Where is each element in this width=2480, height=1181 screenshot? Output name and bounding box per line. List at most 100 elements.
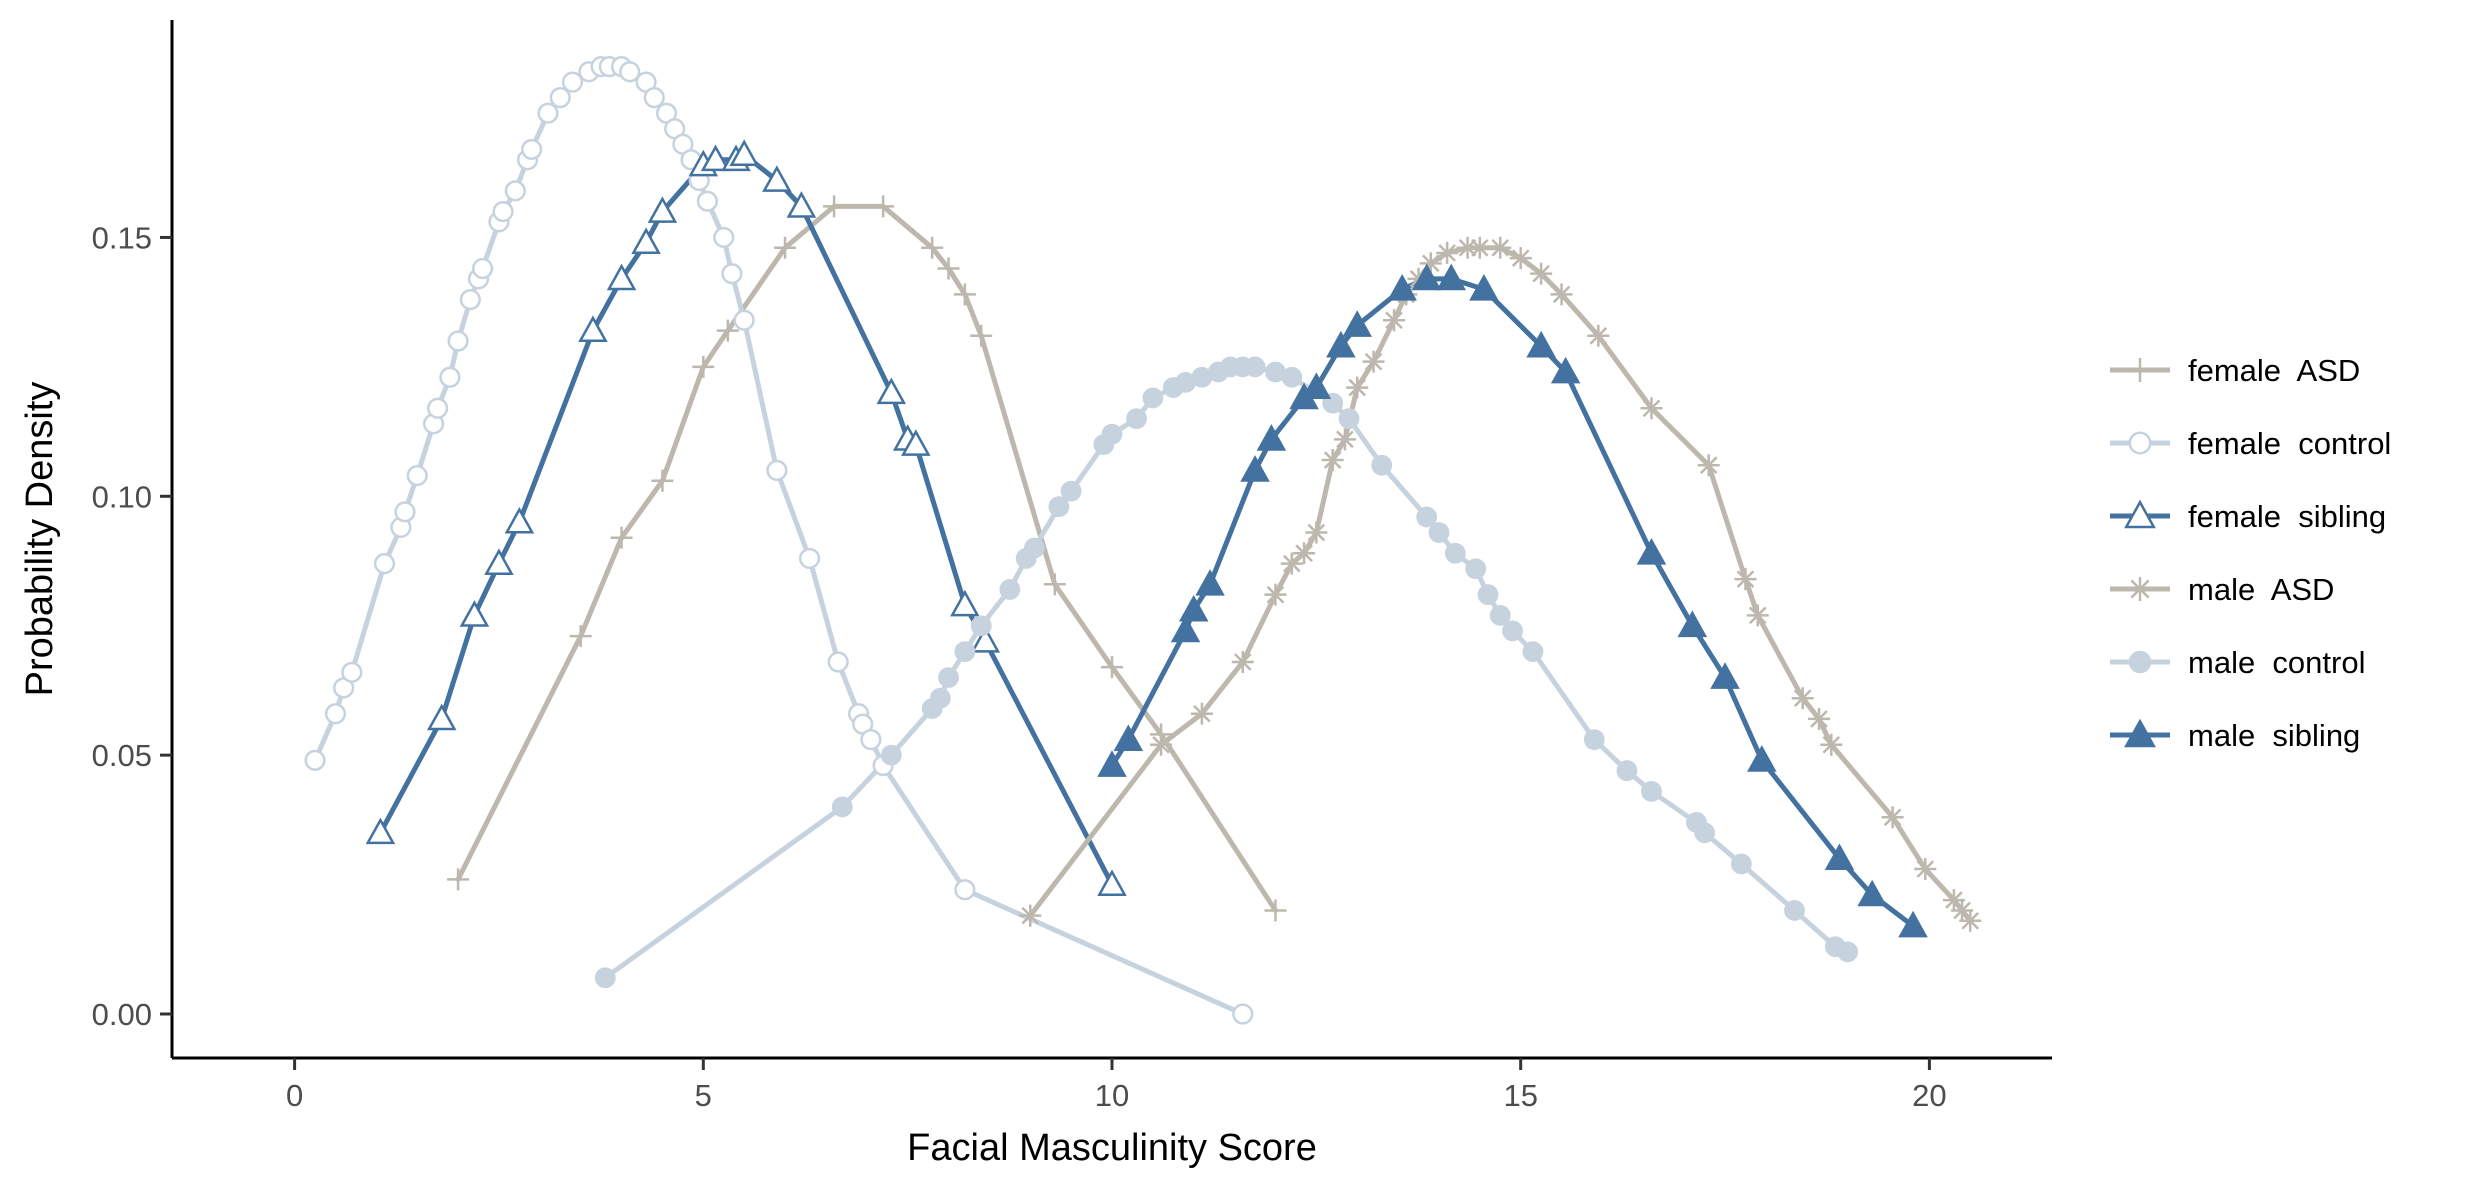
- y-tick-label: 0.05: [92, 738, 152, 773]
- filled-triangle-marker: [1326, 330, 1356, 358]
- open-circle-marker: [537, 102, 559, 124]
- filled-circle-marker: [1060, 480, 1082, 502]
- open-circle-marker: [324, 703, 347, 725]
- plus-marker: [872, 195, 895, 218]
- series-line: [455, 203, 1278, 913]
- filled-circle-marker: [1784, 900, 1805, 921]
- open-triangle-marker: [700, 144, 731, 172]
- open-circle-marker: [459, 288, 481, 311]
- filled-circle-marker: [1338, 408, 1360, 430]
- x-tick-label: 0: [286, 1078, 303, 1113]
- filled-circle-marker: [1730, 853, 1752, 875]
- open-circle-marker: [373, 552, 396, 575]
- star-marker: [1019, 904, 1042, 927]
- star-marker: [1383, 309, 1405, 332]
- y-tick-label: 0.10: [92, 479, 152, 514]
- open-triangle-marker: [1097, 869, 1127, 896]
- plus-marker: [1043, 573, 1066, 596]
- star-marker: [1509, 247, 1532, 270]
- filled-triangle-marker: [1240, 455, 1270, 482]
- legend: female ASD female control female sibling ma…: [2110, 353, 2391, 753]
- y-axis-title: Probability Density: [19, 382, 61, 697]
- open-circle-marker: [394, 501, 416, 523]
- open-triangle-marker: [762, 165, 792, 192]
- filled-triangle-marker: [1677, 610, 1708, 638]
- plus-marker: [970, 324, 993, 347]
- star-marker: [1808, 707, 1831, 730]
- filled-triangle-marker: [1256, 424, 1287, 451]
- open-circle-marker: [492, 200, 514, 223]
- star-marker: [1293, 542, 1316, 565]
- filled-circle-marker: [1477, 584, 1499, 606]
- open-triangle-marker: [2124, 499, 2156, 529]
- plus-marker: [692, 355, 715, 378]
- star-marker: [1280, 552, 1303, 575]
- filled-triangle-marker: [1097, 750, 1127, 777]
- filled-triangle-marker: [1113, 724, 1144, 751]
- plus-marker: [2128, 358, 2152, 382]
- open-triangle-marker: [504, 506, 535, 534]
- open-circle-marker: [713, 226, 735, 249]
- y-tick-label: 0.00: [92, 997, 152, 1032]
- star-marker: [1881, 806, 1904, 829]
- x-tick-label: 5: [695, 1078, 712, 1113]
- open-circle-marker: [472, 257, 494, 280]
- filled-triangle-marker: [1469, 273, 1499, 301]
- filled-triangle-marker: [1342, 310, 1372, 337]
- x-tick-label: 10: [1095, 1078, 1129, 1113]
- open-circle-marker: [619, 61, 641, 83]
- open-circle-marker: [341, 661, 363, 683]
- star-marker: [1951, 899, 1974, 922]
- open-circle-marker: [561, 71, 584, 93]
- plus-marker: [953, 283, 976, 306]
- open-triangle-marker: [729, 139, 759, 166]
- x-axis-ticks: 0 5 10 15 20: [286, 1058, 1947, 1113]
- plus-marker: [651, 469, 674, 492]
- filled-circle-marker: [831, 796, 853, 818]
- star-marker: [1959, 909, 1982, 932]
- plus-marker: [716, 319, 739, 342]
- filled-triangle-marker: [1301, 372, 1332, 399]
- filled-circle-marker: [1126, 408, 1147, 430]
- open-triangle-marker: [647, 196, 678, 223]
- star-marker: [1791, 687, 1814, 710]
- open-triangle-marker: [970, 626, 1001, 653]
- filled-circle-marker: [1583, 729, 1605, 751]
- filled-circle-marker: [1616, 760, 1638, 782]
- plus-marker: [610, 526, 633, 549]
- filled-triangle-marker: [1857, 879, 1887, 907]
- series-line: [602, 364, 1851, 981]
- open-triangle-marker: [459, 600, 490, 627]
- legend-item: female control: [2110, 426, 2391, 461]
- filled-triangle-marker: [1710, 662, 1740, 689]
- open-circle-marker: [696, 190, 718, 212]
- open-triangle-marker: [786, 191, 817, 218]
- legend-label: male sibling: [2188, 718, 2360, 753]
- star-marker: [1264, 583, 1287, 606]
- open-circle-marker: [827, 651, 849, 673]
- plus-marker: [823, 195, 846, 218]
- open-circle-marker: [304, 749, 326, 771]
- x-axis-title: Facial Masculinity Score: [907, 1127, 1317, 1169]
- x-tick-label: 20: [1912, 1078, 1946, 1113]
- star-marker: [1346, 376, 1369, 399]
- legend-item: male control: [2110, 645, 2365, 680]
- filled-circle-marker: [954, 641, 976, 663]
- legend-label: male control: [2188, 645, 2365, 680]
- open-circle-marker: [721, 263, 743, 285]
- star-marker: [1150, 733, 1173, 756]
- filled-circle-marker: [1522, 641, 1544, 663]
- filled-circle-marker: [1048, 496, 1070, 518]
- legend-label: female sibling: [2188, 499, 2386, 534]
- filled-triangle-marker: [1436, 263, 1466, 291]
- open-circle-marker: [447, 330, 469, 352]
- star-marker: [1190, 702, 1213, 725]
- star-marker: [1362, 350, 1385, 373]
- filled-circle-marker: [1416, 506, 1438, 528]
- filled-triangle-marker: [1387, 273, 1417, 301]
- star-marker: [1550, 283, 1573, 306]
- filled-triangle-marker: [1170, 615, 1201, 643]
- open-triangle-marker: [426, 703, 457, 731]
- star-marker: [1468, 236, 1491, 259]
